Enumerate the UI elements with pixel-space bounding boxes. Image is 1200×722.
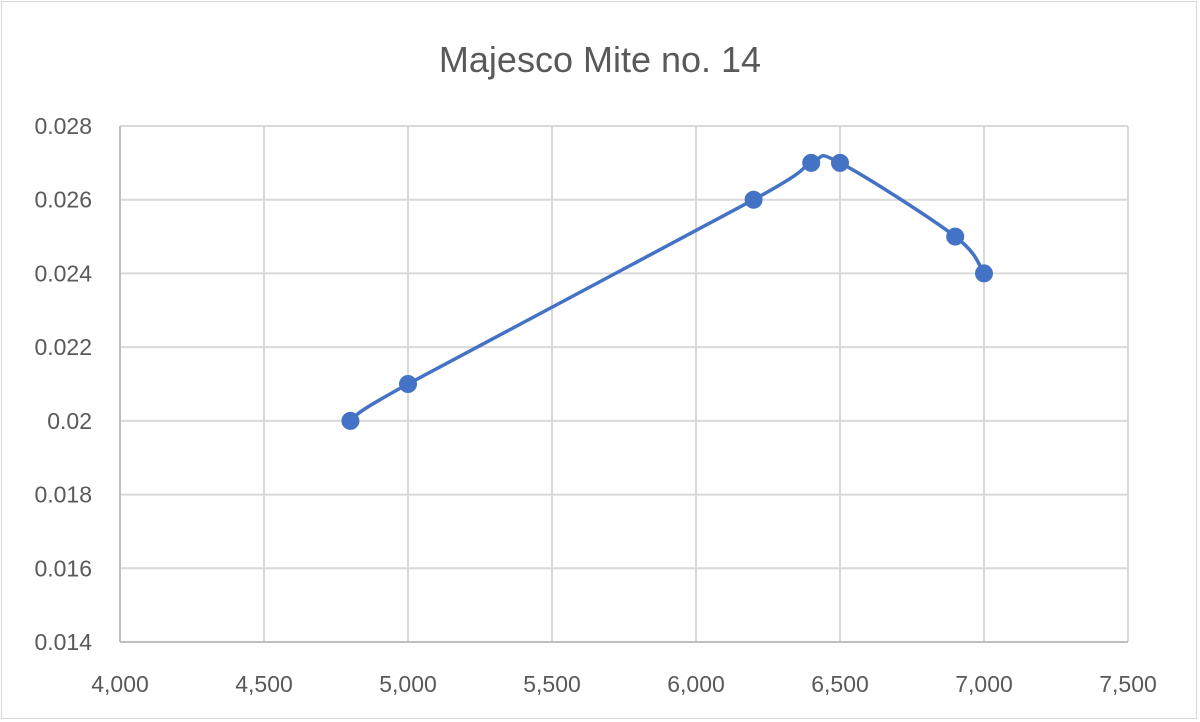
gridlines — [120, 125, 1129, 642]
y-tick-label: 0.018 — [34, 482, 92, 508]
y-axis-tick-labels: 0.014 0.016 0.018 0.02 0.022 0.024 0.026 0.028 — [34, 113, 92, 655]
y-tick-label: 0.028 — [34, 113, 92, 139]
y-tick-label: 0.022 — [34, 334, 92, 360]
x-tick-label: 6,000 — [667, 671, 725, 697]
axes — [119, 126, 1128, 643]
x-tick-label: 6,500 — [811, 671, 869, 697]
x-axis-tick-labels: 4,000 4,500 5,000 5,500 6,000 6,500 7,000 7,500 — [91, 671, 1157, 697]
y-tick-label: 0.014 — [34, 629, 92, 655]
data-point — [975, 264, 993, 283]
chart-title: Majesco Mite no. 14 — [439, 39, 761, 80]
data-point — [744, 190, 763, 209]
x-tick-label: 5,500 — [523, 671, 581, 697]
data-point — [399, 375, 417, 393]
y-tick-label: 0.026 — [34, 187, 92, 213]
y-tick-label: 0.016 — [34, 555, 92, 581]
x-tick-label: 7,000 — [955, 671, 1013, 697]
series-line — [348, 154, 986, 423]
data-point — [802, 153, 821, 172]
x-tick-label: 5,000 — [379, 671, 437, 697]
x-tick-label: 4,500 — [235, 671, 293, 697]
data-point — [341, 411, 360, 430]
y-tick-label: 0.024 — [34, 260, 92, 286]
x-tick-label: 4,000 — [91, 671, 149, 697]
x-tick-label: 7,500 — [1099, 671, 1157, 697]
data-point — [946, 227, 965, 246]
y-tick-label: 0.02 — [47, 408, 92, 434]
series-group — [341, 153, 993, 430]
data-point — [831, 153, 849, 172]
